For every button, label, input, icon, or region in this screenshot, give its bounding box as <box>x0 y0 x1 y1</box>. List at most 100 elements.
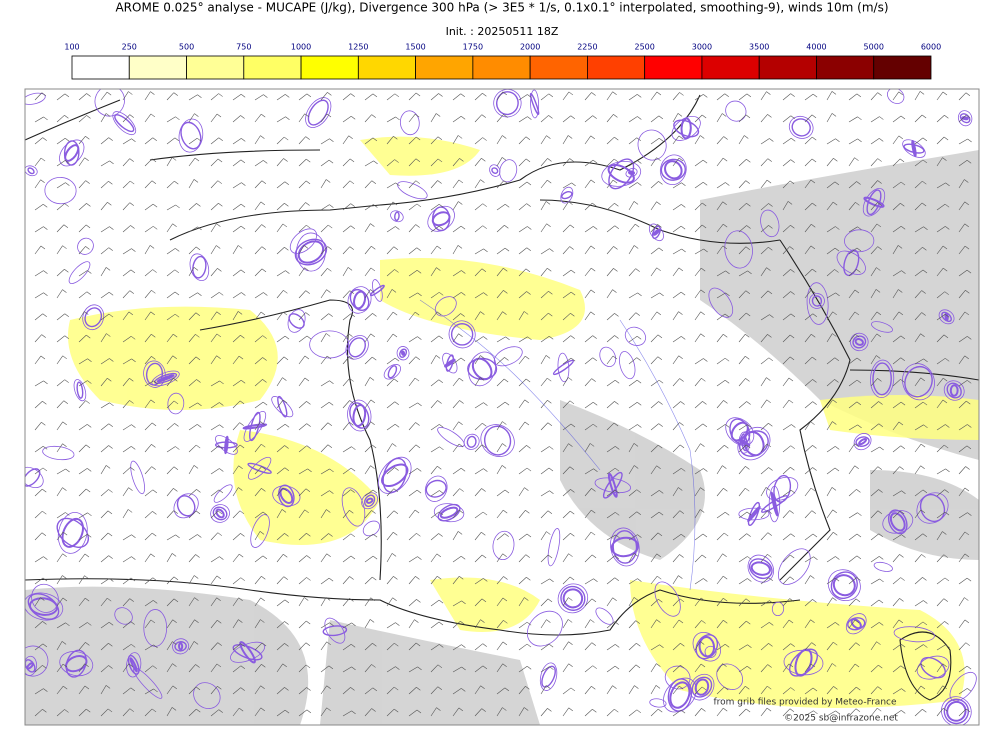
barb <box>364 687 374 695</box>
barb <box>188 641 195 651</box>
barb-flag <box>284 445 289 449</box>
barb-flag <box>636 335 642 340</box>
barb-flag <box>832 597 837 601</box>
barb <box>210 489 220 497</box>
barb-flag <box>174 313 180 318</box>
barb <box>78 708 87 717</box>
barb-flag <box>942 685 947 690</box>
barb <box>914 290 922 299</box>
barb-flag <box>371 708 376 712</box>
barb <box>496 509 504 519</box>
barb-flag <box>811 158 817 163</box>
barb <box>650 663 657 673</box>
barb-flag <box>658 598 663 603</box>
barb-flag <box>483 468 488 472</box>
barb-flag <box>745 487 750 492</box>
barb <box>166 466 175 475</box>
barb <box>870 466 879 475</box>
barb-flag <box>284 599 290 604</box>
barb-flag <box>152 203 158 208</box>
barb-flag <box>40 245 46 250</box>
barb <box>650 490 660 497</box>
barb <box>496 91 504 101</box>
barb <box>628 94 638 101</box>
barb <box>276 576 285 585</box>
barb-flag <box>149 245 155 249</box>
barb <box>100 510 109 519</box>
barb-flag <box>855 598 861 603</box>
barb-flag <box>702 533 708 538</box>
barb <box>232 335 241 343</box>
barb-flag <box>900 445 906 450</box>
barb <box>694 358 704 365</box>
barb-flag <box>879 556 884 560</box>
barb <box>474 578 484 585</box>
contour <box>25 92 46 105</box>
barb <box>562 335 571 343</box>
barb <box>78 553 86 563</box>
barb <box>650 247 660 255</box>
barb <box>276 533 285 541</box>
contour <box>526 610 563 647</box>
barb <box>166 269 176 277</box>
barb <box>518 291 527 299</box>
barb <box>298 509 305 519</box>
barb-flag <box>614 621 619 625</box>
barb-flag <box>284 203 289 207</box>
barb-flag <box>152 577 158 582</box>
barb-flag <box>767 554 772 558</box>
contour <box>439 506 459 519</box>
barb <box>210 575 218 585</box>
barb <box>210 642 218 651</box>
barb <box>870 180 878 189</box>
barb <box>166 137 176 145</box>
barb <box>452 620 461 629</box>
barb <box>650 138 660 145</box>
barb <box>848 708 857 717</box>
barb-flag <box>633 443 639 447</box>
barb-flag <box>768 643 773 647</box>
barb <box>914 91 921 101</box>
barb-flag <box>438 511 444 516</box>
barb-flag <box>700 311 705 316</box>
barb <box>254 180 263 189</box>
barb <box>320 401 330 409</box>
contour <box>610 536 639 558</box>
barb-flag <box>944 511 950 516</box>
barb <box>166 553 173 563</box>
barb <box>56 137 66 145</box>
barb-flag <box>590 619 595 623</box>
barb-flag <box>569 158 574 162</box>
barb-flag <box>614 313 619 317</box>
barb-flag <box>964 597 969 601</box>
barb-flag <box>130 225 135 229</box>
barb <box>100 555 109 563</box>
barb-flag <box>614 708 619 713</box>
barb-flag <box>328 577 334 582</box>
barb <box>914 114 923 123</box>
barb-flag <box>369 619 375 623</box>
barb <box>782 643 791 651</box>
barb-flag <box>788 377 794 382</box>
barb <box>122 467 131 475</box>
barb-flag <box>966 445 972 450</box>
barb <box>650 267 657 277</box>
barb-flag <box>62 553 67 557</box>
barb-flag <box>855 202 860 206</box>
barb-flag <box>351 666 356 671</box>
barb <box>298 488 307 497</box>
barb-flag <box>790 225 795 229</box>
barb <box>584 642 593 651</box>
barb-flag <box>922 533 928 538</box>
barb-flag <box>526 467 532 472</box>
barb <box>826 421 833 431</box>
barb <box>958 311 966 321</box>
barb-flag <box>85 642 90 646</box>
barb-flag <box>876 267 881 271</box>
barb-flag <box>835 226 840 230</box>
barb-flag <box>240 93 246 98</box>
barb <box>892 181 902 189</box>
barb <box>584 115 593 123</box>
barb-flag <box>458 421 463 425</box>
barb <box>276 709 286 717</box>
